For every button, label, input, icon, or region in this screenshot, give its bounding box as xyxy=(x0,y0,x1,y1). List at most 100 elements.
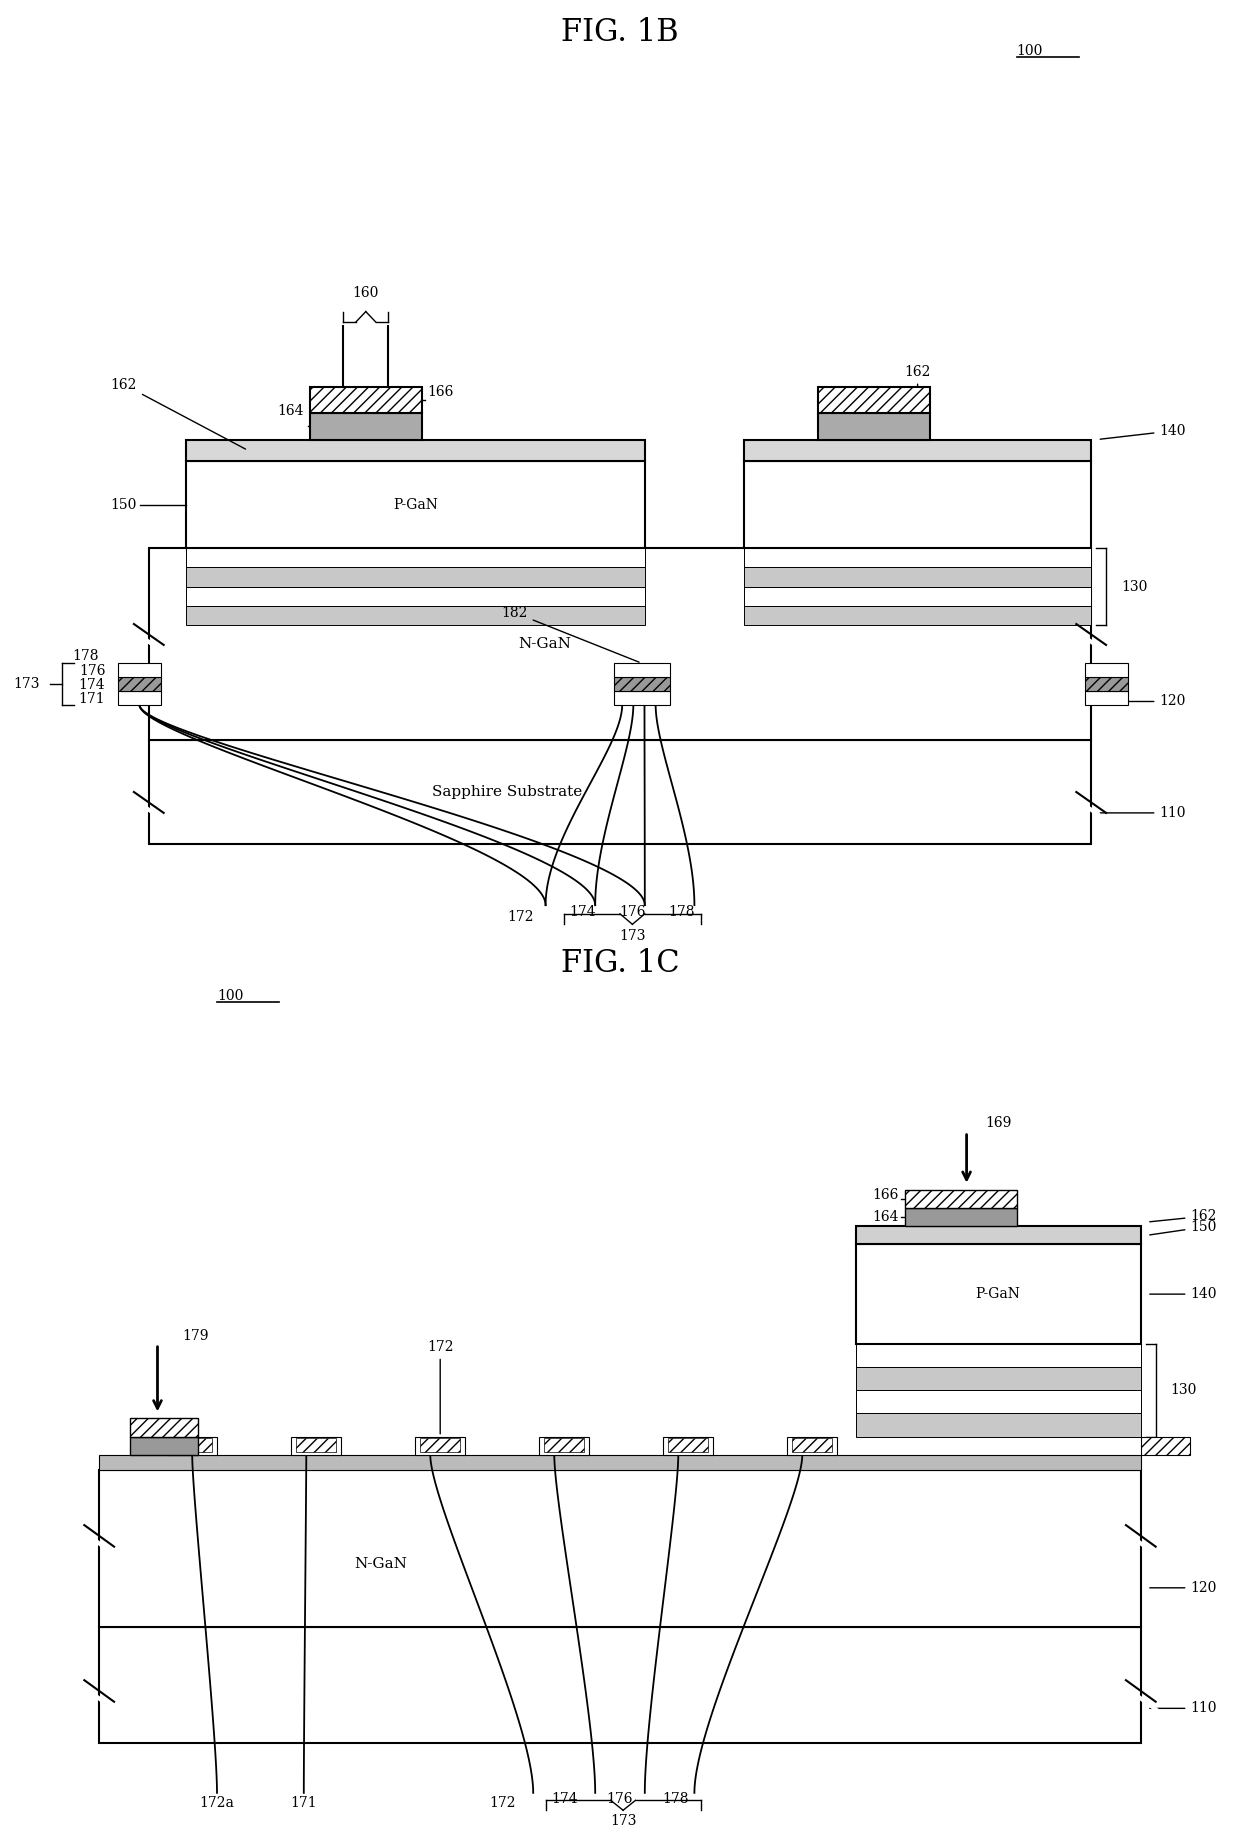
Text: 100: 100 xyxy=(217,990,243,1002)
Text: 160: 160 xyxy=(352,287,379,299)
Text: P-GaN: P-GaN xyxy=(393,498,438,511)
Text: 172: 172 xyxy=(507,909,534,924)
Bar xyxy=(310,413,422,440)
Bar xyxy=(296,1439,336,1452)
Text: FIG. 1C: FIG. 1C xyxy=(560,948,680,979)
Text: 172: 172 xyxy=(427,1340,454,1433)
Text: 179: 179 xyxy=(182,1329,208,1342)
Bar xyxy=(186,606,645,624)
Bar xyxy=(614,663,670,677)
Bar xyxy=(186,440,645,462)
Text: 178: 178 xyxy=(668,906,696,918)
Text: 178: 178 xyxy=(662,1791,689,1806)
Bar xyxy=(1141,1437,1190,1455)
Text: 171: 171 xyxy=(290,1797,317,1810)
Text: N-GaN: N-GaN xyxy=(353,1558,407,1570)
Text: 173: 173 xyxy=(619,929,646,942)
Bar xyxy=(614,690,670,705)
Bar xyxy=(856,1344,1141,1368)
Text: 162: 162 xyxy=(904,365,931,436)
Text: 110: 110 xyxy=(1100,805,1185,820)
Text: 176: 176 xyxy=(619,906,646,918)
Bar xyxy=(130,1419,198,1437)
Text: 171: 171 xyxy=(79,692,105,707)
Text: 150: 150 xyxy=(110,498,136,511)
Text: N-GaN: N-GaN xyxy=(518,637,572,652)
Bar xyxy=(420,1439,460,1452)
Bar xyxy=(744,586,1091,606)
Bar xyxy=(167,1437,217,1455)
Bar xyxy=(818,413,930,440)
Text: 174: 174 xyxy=(79,677,105,692)
Text: 173: 173 xyxy=(610,1815,636,1826)
Text: 120: 120 xyxy=(1149,1581,1216,1594)
Bar xyxy=(130,1437,198,1455)
Text: 130: 130 xyxy=(1171,1384,1197,1397)
Text: 140: 140 xyxy=(1100,424,1185,440)
Bar xyxy=(186,568,645,586)
Text: 130: 130 xyxy=(1121,579,1147,593)
Bar xyxy=(856,1390,1141,1413)
Bar xyxy=(186,586,645,606)
Bar xyxy=(744,568,1091,586)
Text: 162: 162 xyxy=(110,378,246,449)
Bar xyxy=(744,606,1091,624)
Bar xyxy=(744,548,1091,568)
Bar xyxy=(744,462,1091,548)
Text: 174: 174 xyxy=(551,1791,578,1806)
Bar xyxy=(99,1455,1141,1470)
Text: P-GaN: P-GaN xyxy=(976,1287,1021,1302)
Bar xyxy=(99,1470,1141,1627)
Text: 172a: 172a xyxy=(200,1797,234,1810)
Bar xyxy=(856,1413,1141,1437)
Text: 140: 140 xyxy=(1149,1287,1216,1302)
Bar xyxy=(172,1439,212,1452)
Text: 176: 176 xyxy=(606,1791,634,1806)
Bar xyxy=(186,462,645,548)
Text: 166: 166 xyxy=(873,1187,899,1202)
Bar xyxy=(787,1437,837,1455)
Bar xyxy=(614,677,670,690)
Text: 178: 178 xyxy=(73,648,99,663)
Bar xyxy=(856,1227,1141,1245)
Bar xyxy=(118,677,161,690)
Text: 120: 120 xyxy=(1100,694,1185,708)
Bar xyxy=(856,1245,1141,1344)
Text: 164: 164 xyxy=(873,1211,899,1223)
Bar xyxy=(544,1439,584,1452)
Bar xyxy=(149,548,1091,740)
Bar xyxy=(744,440,1091,462)
Text: 172: 172 xyxy=(489,1797,516,1810)
Bar xyxy=(1085,663,1128,677)
Bar xyxy=(186,548,645,568)
Text: 150: 150 xyxy=(1149,1220,1216,1234)
Text: 110: 110 xyxy=(1149,1702,1216,1715)
Bar xyxy=(668,1439,708,1452)
Text: 174: 174 xyxy=(569,906,596,918)
Text: 176: 176 xyxy=(79,665,105,677)
Bar xyxy=(905,1191,1017,1209)
Text: 100: 100 xyxy=(1017,44,1043,57)
Bar xyxy=(99,1627,1141,1744)
Bar xyxy=(118,690,161,705)
Bar xyxy=(792,1439,832,1452)
Bar xyxy=(818,387,930,413)
Text: 182: 182 xyxy=(501,606,639,663)
Bar xyxy=(415,1437,465,1455)
Text: 162: 162 xyxy=(1149,1209,1216,1223)
Text: 166: 166 xyxy=(428,385,454,398)
Bar xyxy=(905,1209,1017,1227)
Bar xyxy=(1085,690,1128,705)
Text: 173: 173 xyxy=(14,677,40,690)
Bar xyxy=(1085,677,1128,690)
Bar xyxy=(310,387,422,413)
Text: FIG. 1B: FIG. 1B xyxy=(562,18,678,49)
Bar xyxy=(539,1437,589,1455)
Bar xyxy=(856,1368,1141,1390)
Bar xyxy=(663,1437,713,1455)
Text: 164: 164 xyxy=(278,404,304,418)
Bar xyxy=(149,740,1091,844)
Bar xyxy=(291,1437,341,1455)
Text: Sapphire Substrate: Sapphire Substrate xyxy=(432,785,582,800)
Text: 169: 169 xyxy=(985,1116,1012,1130)
